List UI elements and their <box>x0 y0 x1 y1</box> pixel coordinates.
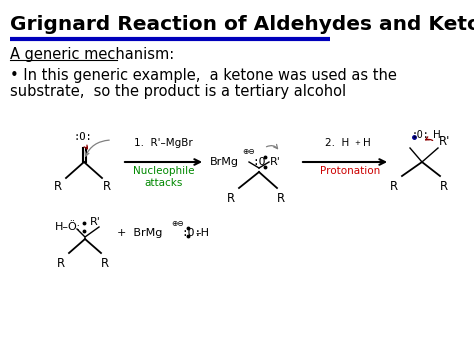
Text: H: H <box>433 130 441 140</box>
Text: R: R <box>227 192 235 205</box>
Text: :O:: :O: <box>73 132 92 142</box>
Text: H: H <box>363 138 371 148</box>
Text: ⊕⊖: ⊕⊖ <box>243 147 255 157</box>
Text: :O: :O <box>252 157 265 167</box>
Text: H–Ö:: H–Ö: <box>55 222 81 232</box>
Text: ⊕⊖: ⊕⊖ <box>172 218 184 228</box>
Text: :O:: :O: <box>181 228 201 238</box>
Text: R: R <box>57 257 65 270</box>
Text: Nucleophile: Nucleophile <box>133 166 194 176</box>
Text: :O:: :O: <box>411 130 429 140</box>
Text: • In this generic example,  a ketone was used as the: • In this generic example, a ketone was … <box>10 68 397 83</box>
Text: 2.  H: 2. H <box>325 138 349 148</box>
Text: BrMg: BrMg <box>210 157 239 167</box>
Text: R: R <box>101 257 109 270</box>
Text: substrate,  so the product is a tertiary alcohol: substrate, so the product is a tertiary … <box>10 84 346 99</box>
Text: 1.  R'–MgBr: 1. R'–MgBr <box>134 138 193 148</box>
Text: R': R' <box>439 135 450 148</box>
Text: Protonation: Protonation <box>320 166 380 176</box>
Text: A generic mechanism:: A generic mechanism: <box>10 47 174 62</box>
Text: R': R' <box>90 217 101 227</box>
Text: +  BrMg: + BrMg <box>117 228 163 238</box>
Text: R: R <box>103 180 111 193</box>
Text: –H: –H <box>195 228 209 238</box>
Text: attacks: attacks <box>144 178 182 188</box>
Text: R: R <box>390 180 398 193</box>
Text: Grignard Reaction of Aldehydes and Ketones: Grignard Reaction of Aldehydes and Keton… <box>10 15 474 34</box>
Text: +: + <box>354 140 360 146</box>
Text: R: R <box>440 180 448 193</box>
Text: R: R <box>54 180 62 193</box>
Text: R': R' <box>270 157 281 167</box>
Text: R: R <box>277 192 285 205</box>
